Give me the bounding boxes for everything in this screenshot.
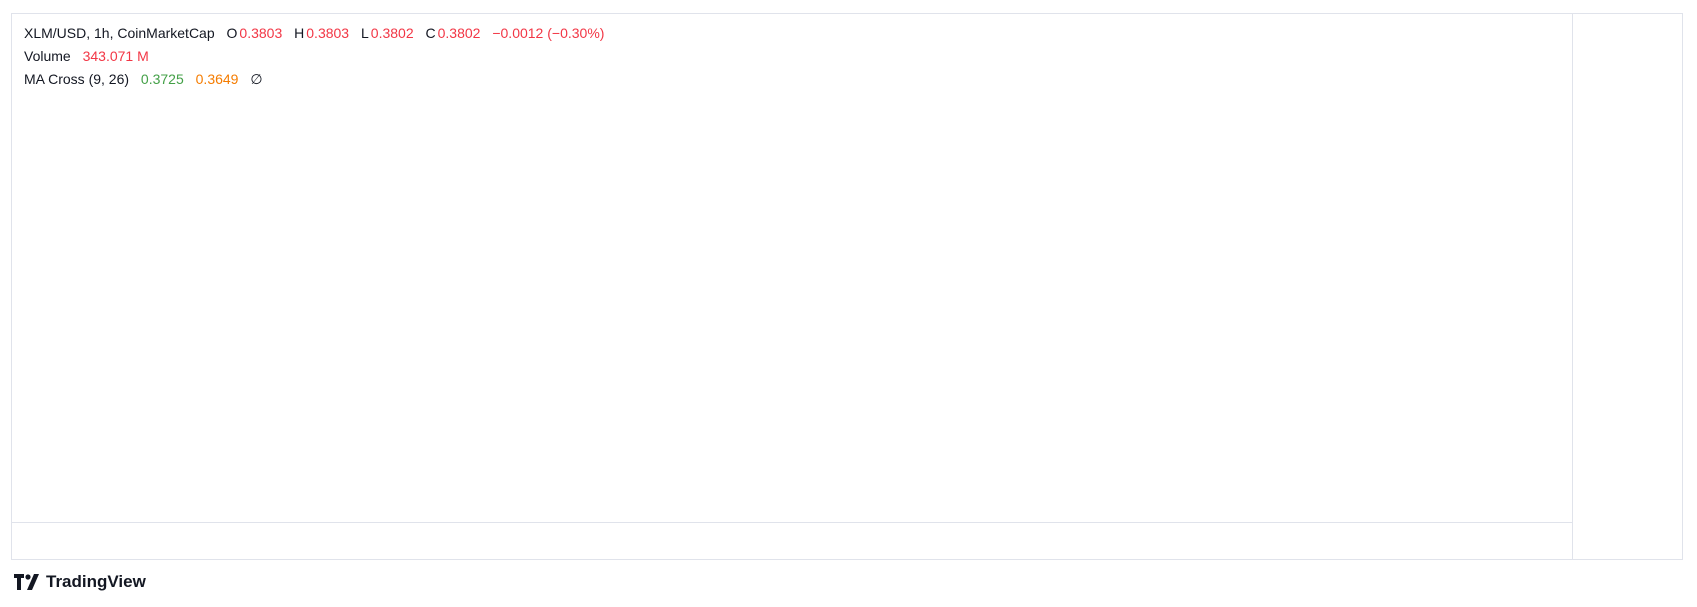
low-label: L xyxy=(360,25,369,41)
high-label: H xyxy=(294,25,305,41)
close-label: C xyxy=(425,25,436,41)
ma-label: MA Cross (9, 26) xyxy=(24,71,130,87)
open-value: 0.3803 xyxy=(239,25,283,41)
footer-brand: TradingView xyxy=(14,572,146,592)
high-value: 0.3803 xyxy=(306,25,350,41)
brand-logo xyxy=(14,574,39,590)
ma-extra: ∅ xyxy=(250,71,263,87)
ma-slow-value: 0.3649 xyxy=(195,71,239,87)
symbol: XLM/USD, 1h, CoinMarketCap xyxy=(24,25,215,41)
header-ma: MA Cross (9, 26) 0.3725 0.3649 ∅ xyxy=(24,70,265,88)
close-value: 0.3802 xyxy=(437,25,481,41)
volume-value: 343.071 M xyxy=(82,48,149,64)
header-ohlc: XLM/USD, 1h, CoinMarketCap O 0.3803 H 0.38… xyxy=(24,24,606,42)
header-volume: Volume 343.071 M xyxy=(24,47,151,65)
change: −0.0012 (−0.30%) xyxy=(492,25,605,41)
chart-frame xyxy=(11,13,1683,560)
low-value: 0.3802 xyxy=(370,25,414,41)
ma-fast-value: 0.3725 xyxy=(140,71,184,87)
volume-label: Volume xyxy=(24,48,71,64)
open-label: O xyxy=(226,25,238,41)
brand-text: TradingView xyxy=(46,572,146,591)
